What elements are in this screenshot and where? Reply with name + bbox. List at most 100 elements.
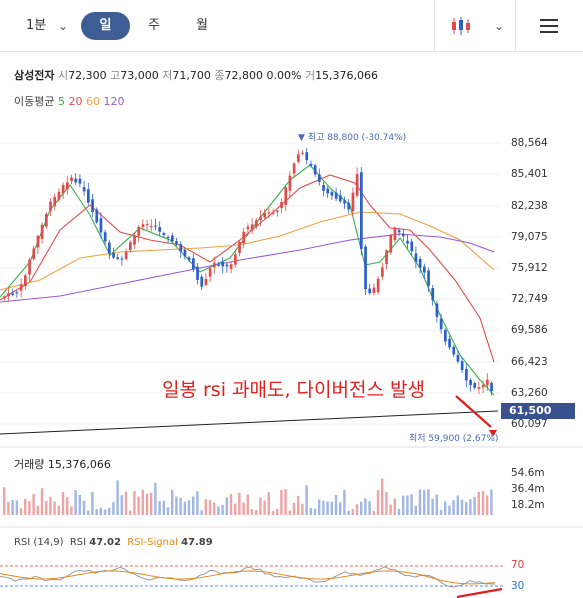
change-value: 0.00% — [266, 69, 302, 82]
candle-body — [78, 178, 82, 184]
volume-bar — [469, 499, 472, 515]
volume-bar — [187, 500, 191, 515]
candle-body — [11, 293, 15, 295]
volume-bar — [3, 487, 6, 515]
candle-body — [385, 250, 388, 265]
candle-body — [221, 261, 225, 267]
candle-body — [326, 188, 330, 194]
low-marker-arrow — [489, 430, 497, 437]
volume-bar — [24, 498, 27, 515]
volume-bar — [150, 492, 153, 515]
price-tick: 66,423 — [511, 356, 548, 368]
candle-body — [238, 242, 241, 253]
candle-body — [318, 174, 321, 182]
volume-bar — [129, 510, 132, 515]
period-day-tab[interactable]: 일 — [81, 12, 130, 40]
volume-bar — [465, 502, 468, 515]
volume-bar — [326, 501, 329, 515]
volume-bar — [368, 501, 371, 515]
period-month-tab[interactable]: 월 — [196, 18, 208, 33]
candle-body — [351, 192, 355, 212]
candle-body — [242, 231, 246, 244]
candle-body — [91, 199, 94, 212]
candle-body — [376, 278, 380, 293]
candle-body — [393, 227, 397, 241]
volume-bar — [15, 500, 18, 515]
volume-tick: 36.4m — [511, 483, 545, 495]
candle-body — [145, 223, 149, 225]
candle-body — [200, 276, 204, 287]
candle-body — [57, 191, 61, 200]
volume-bar — [427, 489, 430, 515]
period-1min-selector[interactable]: 1분 — [26, 18, 47, 33]
candle-body — [183, 249, 187, 257]
volume-tick: 18.2m — [511, 499, 545, 511]
candle-body — [368, 288, 372, 294]
toolbar-divider — [434, 0, 435, 52]
volume-bar — [276, 508, 279, 515]
menu-icon[interactable] — [540, 19, 558, 33]
volume-bar — [108, 507, 111, 515]
rsi-params: RSI (14,9) — [14, 537, 64, 548]
candle-body — [45, 213, 48, 227]
candle-body — [150, 226, 153, 228]
volume-bar — [330, 501, 333, 515]
volume-bar — [32, 493, 35, 515]
candle-body — [334, 192, 338, 199]
candle-body — [381, 267, 384, 277]
volume-bar — [145, 493, 149, 515]
candle-body — [179, 244, 183, 252]
chart-toolbar: 1분 ⌄ 일 주 월 ⌄ — [0, 0, 583, 52]
volume-bar — [288, 510, 291, 515]
candle-body — [204, 278, 208, 285]
volume-bar — [7, 501, 10, 515]
volume-bar — [238, 492, 241, 515]
volume-bar — [116, 480, 119, 515]
candle-body — [427, 270, 430, 286]
volume-bar — [183, 501, 186, 515]
chevron-down-icon[interactable]: ⌄ — [58, 19, 69, 33]
volume-bar — [61, 492, 65, 515]
chart-type-chevron-icon[interactable]: ⌄ — [494, 19, 505, 33]
volume-bar — [280, 489, 283, 515]
candle-body — [418, 258, 422, 268]
candle-body — [456, 354, 460, 362]
low-value: 71,700 — [172, 69, 211, 82]
candle-body — [284, 187, 288, 205]
candle-body — [229, 264, 233, 269]
open-value: 72,300 — [68, 69, 107, 82]
candle-body — [473, 383, 477, 388]
rsi-panel-title: RSI (14,9) RSI 47.02 RSI-Signal 47.89 — [14, 537, 213, 548]
rsi-level-30: 30 — [511, 580, 525, 592]
candlestick-type-icon[interactable] — [450, 15, 472, 37]
candle-body — [431, 288, 435, 301]
volume-bar — [456, 495, 459, 515]
candle-body — [444, 329, 447, 342]
volume-bar — [490, 489, 493, 515]
volume-bar — [339, 502, 342, 515]
volume-bar — [242, 502, 245, 515]
candle-body — [330, 191, 334, 196]
period-high-marker: ▼ 최고 88,800 (-30.74%) — [298, 133, 407, 143]
candle-body — [40, 224, 44, 239]
rsi-signal-value: 47.89 — [181, 537, 213, 548]
volume-bar — [385, 491, 388, 515]
candle-body — [53, 197, 57, 207]
candle-body — [297, 154, 300, 162]
volume-bar — [448, 505, 451, 515]
ma-20: 20 — [68, 95, 83, 108]
candle-body — [250, 224, 254, 231]
candle-body — [141, 224, 145, 228]
period-week-tab[interactable]: 주 — [148, 18, 160, 33]
volume-bar — [74, 489, 77, 515]
open-label: 시 — [57, 69, 69, 82]
candle-body — [486, 379, 489, 386]
volume-value: 15,376,066 — [315, 69, 379, 82]
candle-body — [7, 293, 10, 297]
price-chart[interactable] — [0, 112, 583, 598]
volume-bar — [402, 495, 405, 515]
rsi-label: RSI — [69, 537, 87, 548]
candle-body — [154, 225, 157, 227]
candle-body — [49, 201, 52, 211]
candle-body — [187, 257, 191, 261]
